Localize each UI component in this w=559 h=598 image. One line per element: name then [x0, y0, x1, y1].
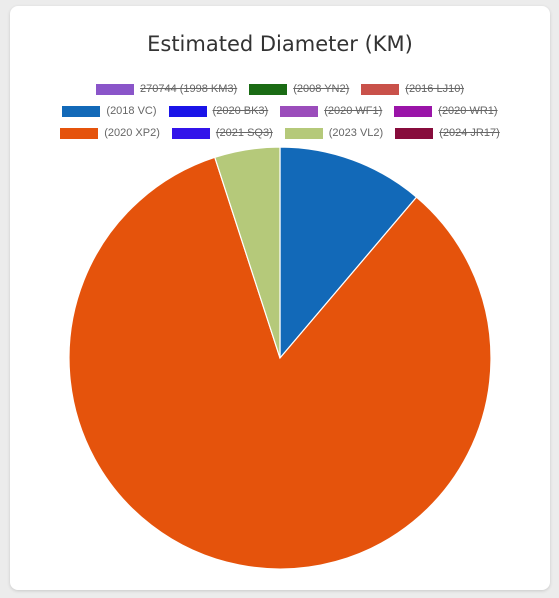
legend-swatch	[171, 127, 210, 139]
legend-label: (2020 BK3)	[212, 105, 269, 117]
legend-item[interactable]: (2016 LJ10)	[361, 83, 464, 95]
legend-label: (2020 XP2)	[104, 127, 160, 139]
legend-swatch	[280, 105, 319, 117]
legend-item[interactable]: (2020 WR1)	[394, 105, 498, 117]
pie-slice[interactable]	[214, 146, 281, 359]
legend-item[interactable]: 270744 (1998 KM3)	[95, 83, 238, 95]
legend-row: (2020 XP2) (2021 SQ3) (2023 VL2) (2024 JR17…	[10, 122, 550, 144]
legend-item[interactable]: (2024 JR17)	[395, 127, 500, 139]
legend-swatch	[395, 127, 434, 139]
legend-label: (2023 VL2)	[328, 127, 384, 139]
legend-swatch	[249, 83, 288, 95]
legend-swatch	[361, 83, 400, 95]
legend-label: (2018 VC)	[106, 105, 157, 117]
legend-swatch	[394, 105, 433, 117]
legend-label: (2020 WR1)	[438, 105, 498, 117]
legend-swatch	[62, 105, 101, 117]
legend-item[interactable]: (2008 YN2)	[249, 83, 349, 95]
legend-swatch	[60, 127, 99, 139]
chart-legend: 270744 (1998 KM3) (2008 YN2) (2016 LJ10) (2…	[10, 78, 550, 144]
legend-label: 270744 (1998 KM3)	[139, 83, 238, 95]
chart-title: Estimated Diameter (KM)	[147, 32, 413, 56]
legend-item[interactable]: (2023 VL2)	[284, 127, 384, 139]
pie-chart	[68, 146, 492, 570]
legend-label: (2008 YN2)	[293, 83, 350, 95]
legend-label: (2020 WF1)	[324, 105, 383, 117]
legend-label: (2024 JR17)	[439, 127, 500, 139]
legend-item[interactable]: (2020 WF1)	[280, 105, 382, 117]
legend-label: (2021 SQ3)	[215, 127, 273, 139]
pie-slice[interactable]	[279, 146, 418, 360]
legend-item[interactable]: (2021 SQ3)	[171, 127, 273, 139]
legend-label: (2016 LJ10)	[405, 83, 464, 95]
legend-item[interactable]: (2020 XP2)	[60, 127, 160, 139]
legend-row: 270744 (1998 KM3) (2008 YN2) (2016 LJ10)	[10, 78, 550, 100]
chart-card: Estimated Diameter (KM) 270744 (1998 KM3…	[10, 6, 550, 590]
pie-slice[interactable]	[68, 156, 492, 570]
legend-swatch	[168, 105, 207, 117]
legend-item[interactable]: (2020 BK3)	[168, 105, 269, 117]
legend-row: (2018 VC) (2020 BK3) (2020 WF1) (2020 WR1)	[10, 100, 550, 122]
legend-swatch	[284, 127, 323, 139]
legend-item[interactable]: (2018 VC)	[62, 105, 157, 117]
legend-swatch	[95, 83, 134, 95]
